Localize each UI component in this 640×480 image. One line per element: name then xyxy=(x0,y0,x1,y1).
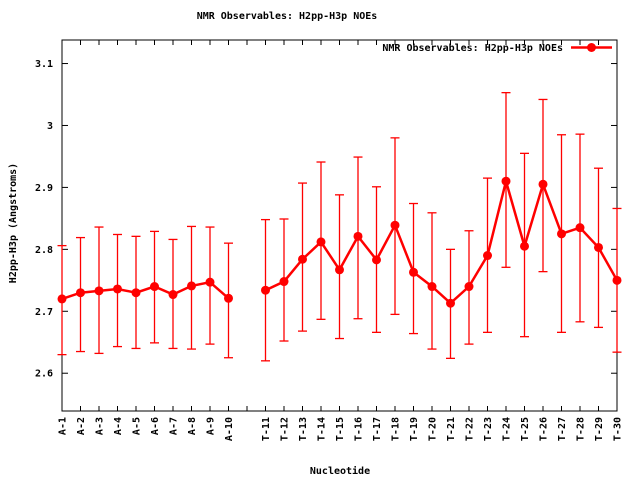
y-tick-label: 2.6 xyxy=(35,369,53,380)
x-tick-label: A-8 xyxy=(187,417,198,435)
data-point xyxy=(298,254,307,264)
legend-label: NMR Observables: H2pp-H3p NOEs xyxy=(382,43,563,54)
x-tick-label: T-23 xyxy=(483,417,494,441)
data-point xyxy=(335,265,344,275)
data-series-line xyxy=(61,176,619,305)
data-point xyxy=(76,288,85,298)
x-tick-label: A-10 xyxy=(224,417,235,441)
data-point xyxy=(520,241,529,251)
data-point xyxy=(168,290,178,300)
x-tick-label: T-25 xyxy=(520,417,531,441)
data-point xyxy=(279,277,289,287)
data-point xyxy=(353,231,363,241)
x-tick-label: T-12 xyxy=(280,417,291,441)
x-tick-label: A-4 xyxy=(113,417,124,435)
data-point xyxy=(94,286,104,296)
y-tick-label: 3 xyxy=(47,121,53,132)
x-tick-label: T-22 xyxy=(465,417,476,441)
data-point xyxy=(261,285,270,295)
data-point xyxy=(390,220,400,230)
data-point xyxy=(538,179,548,189)
data-point xyxy=(150,282,159,292)
data-point xyxy=(612,275,622,285)
x-tick-label: A-2 xyxy=(76,417,87,435)
data-point-markers xyxy=(57,176,622,308)
data-point xyxy=(575,223,585,233)
x-tick-label: A-6 xyxy=(150,417,161,435)
y-tick-label: 2.7 xyxy=(35,307,53,318)
x-tick-label: T-16 xyxy=(354,417,365,441)
data-point xyxy=(316,237,326,247)
data-point xyxy=(372,255,381,265)
y-tick-label: 2.9 xyxy=(35,183,53,194)
x-tick-label: T-28 xyxy=(576,417,587,441)
x-axis-label: Nucleotide xyxy=(310,465,370,477)
data-point xyxy=(446,298,455,308)
y-tick-label: 3.1 xyxy=(35,59,53,70)
data-point xyxy=(464,282,474,292)
x-tick-label: A-9 xyxy=(206,417,217,435)
legend: NMR Observables: H2pp-H3p NOEs xyxy=(382,43,612,54)
x-tick-label: T-21 xyxy=(446,417,457,441)
data-point xyxy=(224,293,233,303)
data-point xyxy=(483,251,492,261)
y-axis-label: H2pp-H3p (Angstroms) xyxy=(8,163,19,283)
x-tick-label: A-5 xyxy=(132,417,143,435)
legend-line-marker xyxy=(571,43,612,52)
data-point xyxy=(205,277,215,287)
data-point xyxy=(557,229,566,239)
data-point xyxy=(501,176,511,186)
chart-title: NMR Observables: H2pp-H3p NOEs xyxy=(197,11,378,22)
x-tick-label: T-24 xyxy=(502,417,513,441)
x-tick-label: T-30 xyxy=(613,417,624,441)
x-tick-label: T-14 xyxy=(317,417,328,441)
axes: 2.6 2.7 2.8 2.9 3 3.1 A-1 A-2 A-3 A-4 A-5 A-6 A-7 A-8… xyxy=(35,39,624,441)
x-tick-label: T-17 xyxy=(372,417,383,441)
x-tick-label: T-19 xyxy=(409,417,420,441)
data-point xyxy=(427,282,437,292)
data-point xyxy=(131,288,141,298)
data-point xyxy=(187,281,196,291)
x-tick-label: T-11 xyxy=(261,417,272,441)
x-tick-label: T-26 xyxy=(539,417,550,441)
data-point xyxy=(57,294,67,304)
x-tick-label: T-20 xyxy=(428,417,439,441)
x-tick-label: A-3 xyxy=(95,417,106,435)
data-point xyxy=(113,284,122,294)
x-tick-label: A-1 xyxy=(58,417,69,435)
x-tick-label: T-18 xyxy=(391,417,402,441)
x-tick-label: T-29 xyxy=(594,417,605,441)
x-tick-label: A-7 xyxy=(169,417,180,435)
x-tick-label: T-15 xyxy=(335,417,346,441)
data-point xyxy=(409,267,418,277)
x-tick-label: T-27 xyxy=(557,417,568,441)
error-bars xyxy=(57,91,622,362)
y-tick-label: 2.8 xyxy=(35,245,53,256)
data-point xyxy=(594,242,603,252)
x-tick-label: T-13 xyxy=(298,417,309,441)
